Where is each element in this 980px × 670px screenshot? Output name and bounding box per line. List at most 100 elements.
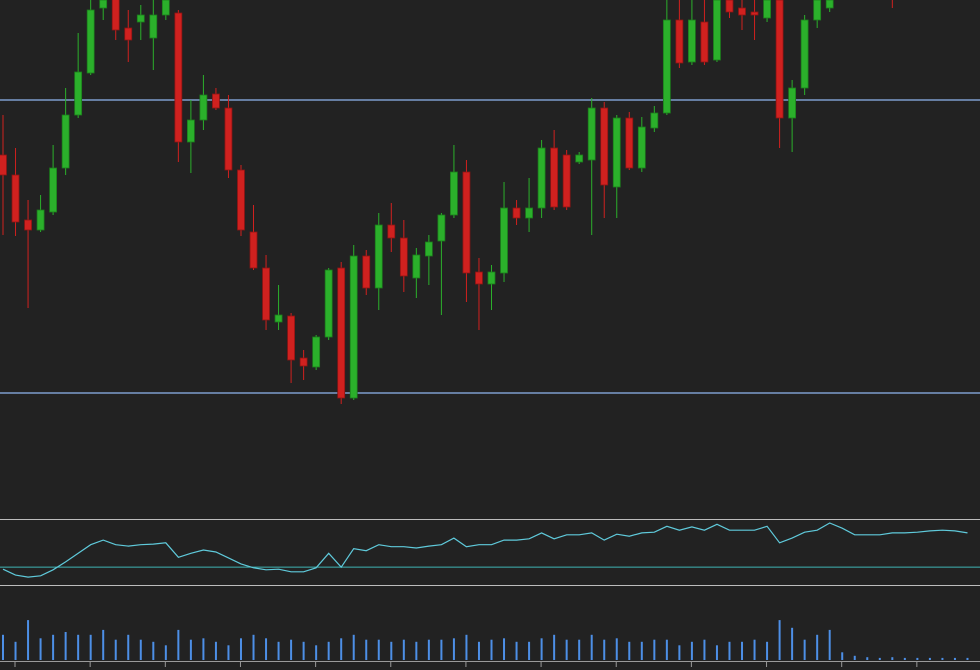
candle-body (212, 93, 220, 109)
volume-bar (114, 639, 117, 660)
candle-body (763, 0, 771, 19)
candle-body (11, 174, 20, 223)
candle-body (362, 255, 371, 289)
volume-panel (2, 620, 969, 660)
candle-body (136, 14, 145, 23)
indicator-line (2, 522, 968, 578)
volume-bar (477, 641, 480, 660)
volume-bar (590, 634, 593, 660)
volume-bar (290, 639, 293, 660)
volume-bar (340, 638, 343, 660)
candle-body (299, 357, 308, 367)
candle-body (475, 271, 483, 285)
volume-bar (928, 657, 931, 660)
volume-bar (878, 657, 881, 660)
time-ticks (14, 662, 918, 667)
volume-bar (540, 638, 543, 660)
candle-body (262, 267, 270, 321)
volume-bar (503, 638, 506, 660)
candle-body (0, 154, 7, 176)
candle-body (587, 107, 596, 161)
volume-bar (465, 634, 468, 660)
candle-body (349, 255, 358, 399)
candle-body (99, 0, 108, 9)
volume-bar (841, 652, 844, 660)
volume-bar (828, 629, 831, 660)
candle-body (537, 147, 546, 209)
candle-body (186, 119, 195, 143)
candle-body (462, 171, 471, 274)
candle-body (725, 0, 734, 13)
volume-bar (302, 641, 305, 660)
volume-bar (653, 639, 656, 660)
volume-bar (578, 639, 581, 660)
candle-body (74, 71, 83, 116)
volume-bar (365, 639, 368, 660)
candle-body (662, 19, 671, 114)
candle-body (337, 267, 346, 399)
volume-bar (127, 634, 130, 660)
volume-bar (766, 641, 769, 660)
candle-body (287, 315, 295, 361)
volume-bar (239, 638, 242, 660)
volume-bar (377, 639, 380, 660)
volume-bar (352, 634, 355, 660)
volume-bar (728, 641, 731, 660)
volume-bar (52, 634, 55, 660)
candle-body (86, 9, 95, 74)
volume-bar (27, 620, 30, 660)
candle-body (600, 107, 609, 186)
candle-body (512, 207, 521, 219)
indicator-panel (0, 522, 980, 578)
candle-body (49, 167, 58, 213)
volume-bar (452, 638, 455, 660)
candle-body (249, 231, 258, 269)
candle-body (625, 117, 634, 169)
volume-bar (64, 632, 67, 660)
volume-bar (603, 639, 606, 660)
volume-bar (277, 641, 280, 660)
candle-body (750, 11, 759, 16)
candle-body (637, 126, 646, 169)
volume-bar (715, 645, 718, 660)
candle-body (111, 0, 120, 31)
candle-body (700, 21, 709, 63)
candle-body (788, 87, 797, 119)
candle-body (688, 19, 696, 63)
candle-body (174, 12, 183, 143)
volume-bar (891, 657, 894, 660)
volume-bar (640, 641, 643, 660)
candle-body (224, 107, 233, 171)
candle-body (650, 112, 659, 129)
volume-bar (553, 634, 556, 660)
volume-bar (164, 645, 167, 660)
candle-body (61, 114, 70, 169)
volume-bar (741, 641, 744, 660)
candle-body (36, 209, 45, 231)
candle-body (575, 154, 584, 163)
volume-bar (565, 639, 568, 660)
volume-bar (39, 638, 42, 660)
candle-body (500, 207, 508, 274)
candle-body (374, 224, 383, 289)
candle-body (487, 271, 496, 285)
volume-bar (177, 629, 180, 660)
volume-bar (791, 627, 794, 660)
volume-bar (778, 620, 781, 660)
candle-body (274, 314, 283, 323)
volume-bar (202, 638, 205, 660)
volume-bar (252, 634, 255, 660)
candle-body (387, 224, 396, 239)
volume-bar (515, 641, 518, 660)
volume-bar (102, 629, 105, 660)
candle-body (124, 27, 133, 41)
volume-bar (528, 641, 531, 660)
volume-bar (402, 639, 405, 660)
volume-bar (89, 634, 92, 660)
candle-body (738, 7, 746, 16)
candle-body (813, 0, 822, 21)
candle-body (450, 171, 458, 216)
volume-bar (139, 639, 142, 660)
volume-bar (490, 639, 493, 660)
